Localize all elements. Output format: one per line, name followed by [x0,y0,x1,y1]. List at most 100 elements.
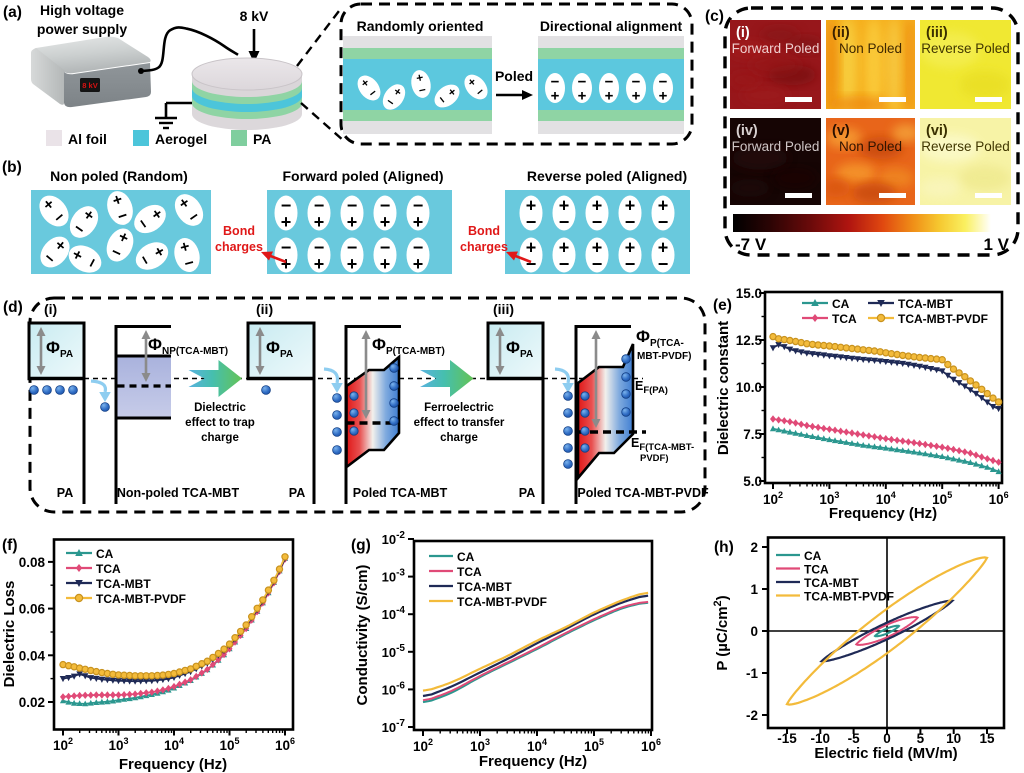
svg-text:PA: PA [253,131,271,147]
svg-text:TCA-MBT: TCA-MBT [898,297,953,311]
svg-text:Frequency (Hz): Frequency (Hz) [119,756,227,773]
svg-text:104: 104 [527,737,547,754]
svg-text:Dielectric constant: Dielectric constant [715,321,732,455]
svg-text:−: − [592,254,603,274]
svg-text:−: − [578,74,587,91]
svg-text:106: 106 [275,736,295,753]
svg-text:8 kV: 8 kV [240,8,269,24]
svg-text:TCA-MBT: TCA-MBT [96,577,151,591]
svg-text:Electric field (MV/m): Electric field (MV/m) [814,745,957,762]
svg-text:CA: CA [96,547,114,561]
svg-text:10-6: 10-6 [382,680,406,697]
svg-text:(i): (i) [44,301,57,317]
svg-text:-5: -5 [848,731,860,746]
svg-text:TCA-MBT-PVDF: TCA-MBT-PVDF [898,312,988,326]
svg-text:0: 0 [883,731,891,746]
svg-text:10-2: 10-2 [382,530,406,547]
svg-text:Bond: Bond [468,224,500,238]
svg-text:106: 106 [641,737,661,754]
svg-text:(iv): (iv) [736,123,758,139]
svg-text:(ii): (ii) [832,25,850,41]
svg-text:10-3: 10-3 [382,568,406,585]
svg-text:(d): (d) [3,299,23,316]
svg-text:ΦP(TCA-: ΦP(TCA- [636,327,684,349]
svg-text:+: + [281,254,292,274]
svg-text:0: 0 [750,624,758,639]
svg-text:(i): (i) [736,25,750,41]
svg-text:−: − [526,212,537,232]
svg-text:+: + [380,212,391,232]
svg-text:105: 105 [219,736,239,753]
svg-text:TCA: TCA [804,563,829,577]
svg-text:−: − [281,196,292,216]
svg-text:+: + [413,212,424,232]
svg-text:10-7: 10-7 [382,718,406,735]
svg-text:−: − [347,196,358,216]
svg-text:effect to trap: effect to trap [185,417,255,429]
svg-text:TCA: TCA [832,312,857,326]
svg-text:105: 105 [584,737,604,754]
svg-text:5: 5 [917,731,925,746]
svg-text:(g): (g) [351,537,371,554]
svg-text:102: 102 [413,737,433,754]
svg-text:PA: PA [289,486,305,500]
svg-text:TCA-MBT-PVDF: TCA-MBT-PVDF [457,595,547,609]
svg-text:−: − [413,238,424,258]
svg-text:Poled TCA-MBT: Poled TCA-MBT [353,486,448,500]
svg-text:Al foil: Al foil [68,131,107,147]
svg-text:TCA-MBT: TCA-MBT [804,576,859,590]
svg-text:MBT-PVDF): MBT-PVDF) [637,351,691,362]
svg-text:15.0: 15.0 [736,286,762,301]
svg-text:ΦNP(TCA-MBT): ΦNP(TCA-MBT) [148,335,228,357]
svg-text:10-4: 10-4 [382,605,406,622]
svg-text:+: + [347,212,358,232]
svg-text:10.0: 10.0 [736,380,762,395]
svg-text:+: + [625,196,636,216]
svg-text:5.0: 5.0 [743,474,762,489]
svg-text:−: − [417,82,427,97]
svg-text:104: 104 [164,736,184,753]
svg-text:−: − [625,254,636,274]
svg-text:Forward poled (Aligned): Forward poled (Aligned) [283,168,444,184]
svg-text:106: 106 [989,490,1009,507]
svg-text:Non-poled TCA-MBT: Non-poled TCA-MBT [117,486,240,500]
svg-text:2: 2 [750,540,758,555]
svg-text:+: + [347,254,358,274]
svg-text:CA: CA [804,549,822,563]
svg-text:TCA: TCA [457,565,482,579]
svg-text:+: + [559,196,570,216]
svg-text:ΦP(TCA-MBT): ΦP(TCA-MBT) [372,335,445,357]
svg-text:Reverse Poled: Reverse Poled [921,139,1010,154]
svg-text:102: 102 [763,490,783,507]
svg-text:Reverse Poled: Reverse Poled [921,41,1010,56]
svg-text:+: + [625,238,636,258]
svg-text:-2: -2 [746,708,758,723]
svg-text:+: + [559,238,570,258]
svg-text:TCA: TCA [96,562,121,576]
svg-text:−: − [658,212,669,232]
svg-text:-7 V: -7 V [735,235,767,254]
svg-text:102: 102 [53,736,73,753]
svg-text:−: − [380,238,391,258]
svg-text:-15: -15 [777,731,797,746]
svg-text:−: − [413,196,424,216]
svg-text:TCA-MBT-PVDF: TCA-MBT-PVDF [96,592,186,606]
svg-text:1 V: 1 V [983,235,1009,254]
svg-text:(c): (c) [705,8,724,25]
svg-text:Frequency (Hz): Frequency (Hz) [479,753,587,770]
svg-text:(ii): (ii) [256,301,273,317]
svg-text:Directional alignment: Directional alignment [540,18,683,34]
svg-text:103: 103 [819,490,839,507]
svg-text:103: 103 [108,736,128,753]
svg-text:+: + [526,196,537,216]
svg-text:Poled TCA-MBT-PVDF: Poled TCA-MBT-PVDF [577,486,709,500]
svg-text:−: − [314,238,325,258]
svg-text:EF(TCA-MBT-: EF(TCA-MBT- [631,436,694,453]
svg-text:EF(PA): EF(PA) [635,379,668,396]
svg-text:+: + [592,238,603,258]
svg-text:0.08: 0.08 [19,555,46,570]
svg-text:Frequency (Hz): Frequency (Hz) [829,505,937,522]
svg-text:Ferroelectric: Ferroelectric [424,402,494,414]
svg-text:-10: -10 [811,731,831,746]
svg-text:−: − [281,238,292,258]
